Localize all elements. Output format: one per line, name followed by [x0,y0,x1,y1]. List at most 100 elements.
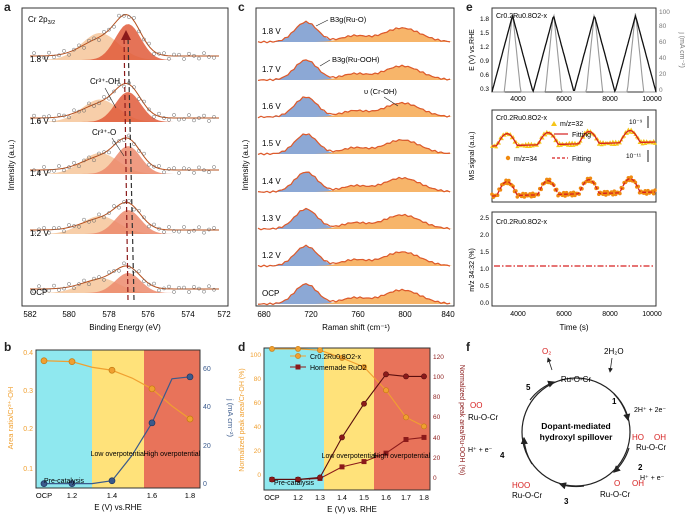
panel-b-xlabel: E (V) vs.RHE [94,503,142,512]
legend-label-s1: Cr0.2Ru0.8O2-x [310,354,361,361]
raman-peak-cr-oh [258,251,452,266]
ms-point-m32 [653,141,658,145]
ms-point-m32 [609,142,614,146]
xps-raw-point [87,101,91,106]
legend-label-fit: Fitting [572,132,591,139]
o2-release-arrow [546,357,553,371]
xps-peak-cr-o-fit [30,278,220,293]
panel-b-xtick: 1.2 [67,491,77,500]
xps-raw-point [62,286,66,291]
raman-peak-cr-oh [258,139,452,154]
panel-e-mid-legend: m/z=32 Fitting m/z=34 Fitting [505,121,591,163]
xps-raw-point [152,281,156,286]
ms-point-m32 [596,142,601,146]
data-point-homemade-ruo2 [361,459,367,465]
xps-raw-point [67,52,71,57]
xps-raw-point [157,226,161,231]
xps-raw-point [122,84,126,89]
panel-e-ytick: 0.6 [480,72,489,79]
xps-raw-point [197,56,201,61]
xps-raw-point [122,13,126,18]
xps-raw-point [57,53,61,58]
panel-a-frame [21,7,229,307]
data-point [148,419,156,427]
step-label-3: 3 [564,497,569,506]
xps-raw-point [72,47,76,52]
panel-a-dashed-arrow-1 [123,35,129,301]
xps-raw-point [112,204,116,208]
xps-raw-point [192,53,196,58]
panel-a-trace-label-12: 1.2 V [30,229,49,238]
xps-raw-point [177,52,181,57]
xps-raw-point [167,225,171,229]
xps-raw-point [102,277,106,282]
ms-point-m34 [522,195,527,199]
data-point-ru-ooh [383,371,389,378]
raman-fit [257,171,451,194]
panel-d-ylabel-left: Normalized peak area/Cr-OH (%) [239,368,246,471]
xps-raw-point [162,286,166,291]
panel-e-top-ylabel: E (V) vs.RHE [469,29,476,71]
xps-raw-point [47,50,51,55]
panel-b-frame [35,349,201,489]
legend-label-m32: m/z=32 [560,121,583,128]
raman-fit [257,207,451,231]
xps-raw-point [177,117,181,122]
xps-raw-point [212,55,216,60]
panel-e-xtick: 8000 [602,311,618,318]
xps-raw-point [97,101,101,106]
raman-peak-cr-oh [258,27,452,42]
ms-point-m34 [570,193,574,198]
panel-a-xlabel: Binding Energy (eV) [89,323,161,332]
xps-raw-point [202,230,206,235]
panel-e-ytick-right: 40 [659,55,667,62]
xps-raw-point [32,289,36,294]
xps-raw-point [132,269,136,274]
panel-letter-d: d [238,340,246,354]
xps-raw-point [67,115,71,120]
panel-b-xtick: 1.8 [185,491,195,500]
xps-raw-point [122,261,126,266]
xps-raw-point [77,43,81,48]
xps-raw-point [142,279,146,283]
xps-raw-point [177,229,181,234]
panel-d-xtick: 1.2 [293,495,303,502]
xps-raw-point [67,223,71,227]
xps-raw-point [72,108,76,113]
panel-d-ytick-right: 0 [433,475,437,482]
xps-raw-point [97,212,101,217]
xps-raw-point [87,282,91,287]
panel-d-ytick-right: 40 [433,435,441,442]
raman-fit [257,244,451,268]
panel-e-chart: E (V) vs.RHE j (mA cm⁻²) Cr0.2Ru0.8O2-x … [469,7,685,332]
ms-point-m32 [494,144,499,149]
xps-raw-point [182,166,186,171]
legend-label-fit: Fitting [572,156,591,163]
panel-b-ytick-right: 60 [203,366,211,373]
panel-d-ytick-left: 100 [250,352,261,359]
xps-raw-point [142,151,146,156]
panel-a-xtick: 578 [102,310,116,319]
panel-c-xtick: 760 [351,310,365,319]
xps-raw-point [87,219,91,224]
panel-e-mid-ylabel: MS signal (a.u.) [469,131,476,180]
raman-fit [257,133,451,156]
xps-peak-cr-o-fit [30,153,220,174]
xps-raw-point [192,228,196,233]
panel-e-bot-ytick: 1.0 [480,266,489,273]
ms-point-m32 [584,132,589,136]
species-left: Ru-O-Cr [468,413,499,422]
xps-raw-point [77,224,81,229]
species-bottom-right: Ru-O-Cr [600,490,631,499]
region-low-overpotential [92,350,144,488]
panel-d-ytick-right: 120 [433,354,444,361]
panel-e-mid-plot [490,127,658,199]
panel-a-trace-label-18: 1.8 V [30,55,49,64]
panel-a-xtick: 572 [217,310,231,319]
raman-fit [257,59,451,82]
xps-raw-point [167,167,171,171]
region-label-high: High overpotential [144,451,201,458]
panel-e-top-xtick: 6000 [556,96,572,103]
data-point-ru-ooh [317,474,323,481]
species-right: Ru-O-Cr [636,443,667,452]
